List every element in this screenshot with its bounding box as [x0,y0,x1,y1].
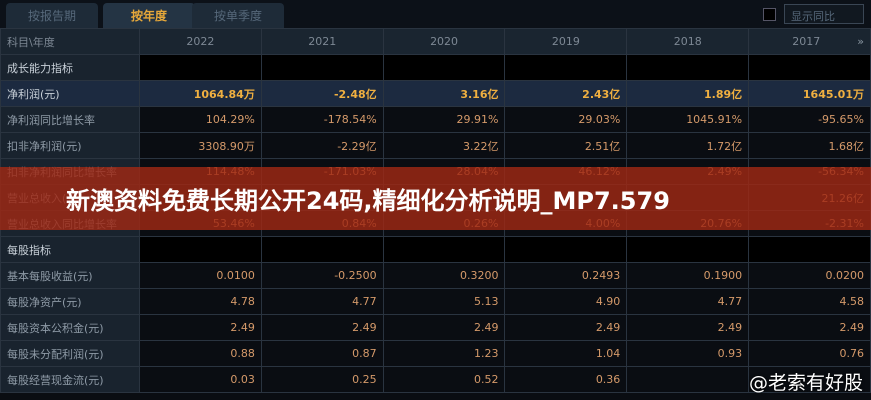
cell-value: 0.03 [139,366,262,393]
row-label: 净利润(元) [0,80,140,107]
tab-by-quarter[interactable]: 按单季度 [192,3,284,28]
cell-value [260,236,384,263]
cell-value: -178.54% [260,106,384,133]
cell-value [748,236,871,263]
row-label: 扣非净利润(元) [0,132,140,159]
cell-value: 3308.90万 [139,132,262,159]
cell-value [382,236,506,263]
row-label: 每股资本公积金(元) [0,314,140,341]
row-label: 每股净资产(元) [0,288,140,315]
cell-value: 0.52 [382,366,506,393]
table-row: 每股资本公积金(元) 2.49 2.49 2.49 2.49 2.49 2.49 [0,314,871,341]
cell-value [260,54,384,81]
cell-value: 2.51亿 [504,132,628,159]
cell-value: 0.76 [748,340,871,367]
cell-value: 4.77 [626,288,750,315]
row-label: 成长能力指标 [0,54,140,81]
cell-value: 0.3200 [382,262,506,289]
cell-value [139,236,262,263]
cell-value [382,54,506,81]
cell-value [504,54,628,81]
cell-value: 2.49 [260,314,384,341]
cell-value: 104.29% [139,106,262,133]
year-header[interactable]: 2018 [626,28,750,55]
cell-value: 4.90 [504,288,628,315]
cell-value: 2.49 [504,314,628,341]
cell-value: 2.49 [626,314,750,341]
table-row: 扣非净利润(元) 3308.90万 -2.29亿 3.22亿 2.51亿 1.72亿 1.6… [0,132,871,159]
tab-by-year[interactable]: 按年度 [103,3,195,28]
year-header[interactable]: 2021 [260,28,384,55]
table-row: 每股经营现金流(元) 0.03 0.25 0.52 0.36 [0,366,871,393]
cell-value: 0.36 [504,366,628,393]
cell-value [626,236,750,263]
cell-value: 2.43亿 [504,80,628,107]
section-row: 成长能力指标 [0,54,871,81]
cell-value [748,366,871,393]
cell-value: 5.13 [382,288,506,315]
cell-value [139,54,262,81]
cell-value [748,54,871,81]
table-row: 基本每股收益(元) 0.0100 -0.2500 0.3200 0.2493 0.1900… [0,262,871,289]
cell-value [626,366,750,393]
year-header[interactable]: 2019 [504,28,628,55]
cell-value: 4.77 [260,288,384,315]
cell-value: 0.93 [626,340,750,367]
section-row: 每股指标 [0,236,871,263]
cell-value: 0.0100 [139,262,262,289]
cell-value: 4.78 [139,288,262,315]
cell-value: 29.03% [504,106,628,133]
header-label: 科目\年度 [0,28,140,55]
row-label: 每股未分配利润(元) [0,340,140,367]
cell-value: 2.49 [382,314,506,341]
table-row: 净利润(元) 1064.84万 -2.48亿 3.16亿 2.43亿 1.89亿 1645.… [0,80,871,107]
cell-value: 0.0200 [748,262,871,289]
tab-by-report-period[interactable]: 按报告期 [6,3,98,28]
cell-value: 2.49 [748,314,871,341]
cell-value: 1064.84万 [139,80,262,107]
cell-value: 1045.91% [626,106,750,133]
cell-value: 1.89亿 [626,80,750,107]
cell-value: 3.22亿 [382,132,506,159]
cell-value: 2.49 [139,314,262,341]
financial-table: 科目\年度 2022 2021 2020 2019 2018 2017 » 成长能… [0,28,871,393]
cell-value: 1.23 [382,340,506,367]
cell-value: 0.1900 [626,262,750,289]
cell-value: 4.58 [748,288,871,315]
watermark: @老索有好股 [748,372,863,394]
row-label: 基本每股收益(元) [0,262,140,289]
row-label: 每股指标 [0,236,140,263]
cell-value: 1645.01万 [748,80,871,107]
cell-value: 1.68亿 [748,132,871,159]
show-yoy-label[interactable]: 显示同比 [784,4,864,24]
header-row: 科目\年度 2022 2021 2020 2019 2018 2017 » [0,28,871,55]
table-row: 每股未分配利润(元) 0.88 0.87 1.23 1.04 0.93 0.76 [0,340,871,367]
cell-value: -95.65% [748,106,871,133]
cell-value: 1.72亿 [626,132,750,159]
cell-value: 0.2493 [504,262,628,289]
cell-value [626,54,750,81]
cell-value: 0.25 [260,366,384,393]
row-label: 每股经营现金流(元) [0,366,140,393]
cell-value: -0.2500 [260,262,384,289]
cell-value: 3.16亿 [382,80,506,107]
table-row: 每股净资产(元) 4.78 4.77 5.13 4.90 4.77 4.58 [0,288,871,315]
cell-value: -2.48亿 [260,80,384,107]
row-label: 净利润同比增长率 [0,106,140,133]
cell-value: 1.04 [504,340,628,367]
tab-bar: 按报告期 按年度 按单季度 显示同比 [0,0,871,28]
show-yoy-checkbox[interactable] [763,8,776,21]
year-header: 2017 » [748,28,871,55]
cell-value: -2.29亿 [260,132,384,159]
table-row: 净利润同比增长率 104.29% -178.54% 29.91% 29.03% 1045.… [0,106,871,133]
cell-value: 29.91% [382,106,506,133]
cell-value: 0.87 [260,340,384,367]
next-chevron-icon[interactable]: » [857,35,864,48]
overlay-banner: 新澳资料免费长期公开24码,精细化分析说明_MP7.579 [0,167,871,230]
year-header-text[interactable]: 2017 [792,35,821,48]
year-header[interactable]: 2020 [382,28,506,55]
year-header[interactable]: 2022 [139,28,262,55]
cell-value [504,236,628,263]
cell-value: 0.88 [139,340,262,367]
